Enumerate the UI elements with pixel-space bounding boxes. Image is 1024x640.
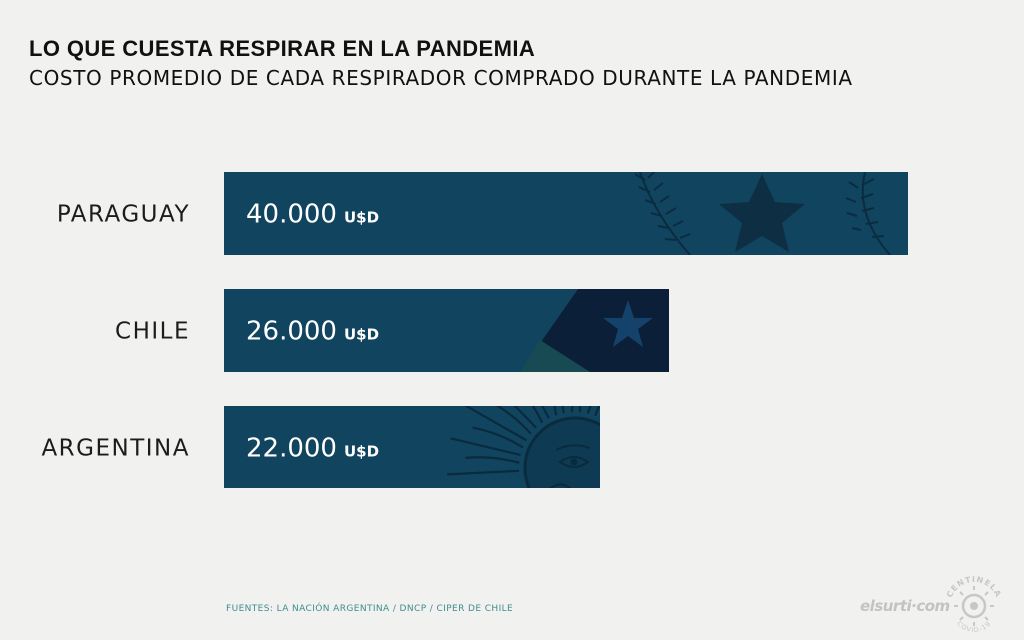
elsurti-logo: elsurti·com — [860, 597, 950, 615]
category-label-chile: CHILE — [115, 319, 190, 345]
category-label-paraguay: PARAGUAY — [57, 202, 190, 228]
centinela-covid-logo: CENTINELA COVID-19 — [945, 576, 1002, 634]
source-note: FUENTES: LA NACIÓN ARGENTINA / DNCP / CI… — [226, 604, 514, 614]
value-label-argentina: 22.000 U$D — [246, 434, 379, 464]
chile-flag-icon — [520, 289, 669, 372]
svg-text:COVID-19: COVID-19 — [955, 619, 993, 634]
value-label-chile: 26.000 U$D — [246, 317, 379, 347]
category-label-argentina: ARGENTINA — [41, 436, 190, 462]
value-label-paraguay: 40.000 U$D — [246, 200, 379, 230]
paraguay-emblem-icon — [634, 172, 891, 255]
chart-subtitle: COSTO PROMEDIO DE CADA RESPIRADOR COMPRA… — [29, 66, 853, 90]
bar-paraguay — [224, 172, 908, 255]
chart-title: LO QUE CUESTA RESPIRAR EN LA PANDEMIA — [29, 36, 536, 61]
argentina-sun-icon — [447, 406, 600, 488]
